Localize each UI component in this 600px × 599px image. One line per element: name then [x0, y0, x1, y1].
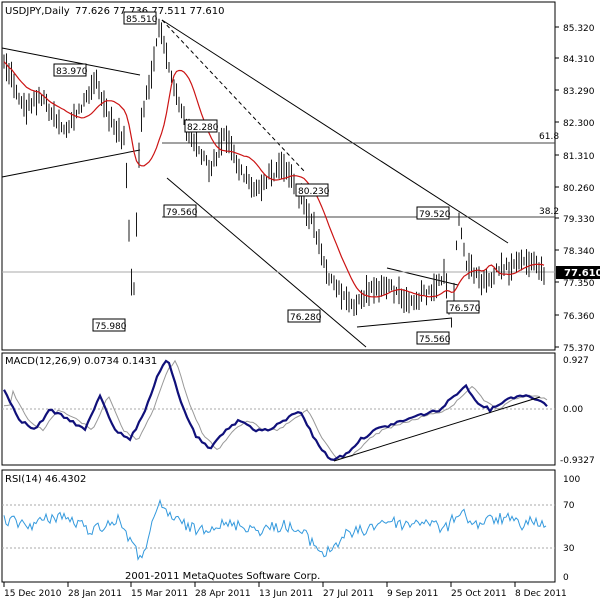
price-tick-label: 79.330: [563, 215, 595, 225]
ohlc-bars: [3, 18, 545, 328]
time-axis-label: 9 Sep 2011: [387, 589, 438, 599]
time-axis-label: 8 Dec 2011: [515, 589, 567, 599]
trendline: [161, 19, 509, 244]
svg-text:85.510: 85.510: [126, 15, 158, 25]
price-annotation: 83.970: [53, 63, 88, 77]
trendline: [166, 177, 367, 348]
trendline: [356, 317, 453, 328]
svg-text:75.560: 75.560: [419, 335, 451, 345]
copyright-text: 2001-2011 MetaQuotes Software Corp.: [125, 571, 320, 582]
svg-text:79.520: 79.520: [419, 210, 451, 220]
price-annotation: 80.230: [295, 183, 330, 197]
svg-text:76.280: 76.280: [290, 313, 322, 323]
rsi-title: RSI(14) 46.4302: [5, 474, 86, 485]
trendlines: [1, 19, 555, 348]
fib-label-618: 61.8: [539, 132, 559, 142]
price-annotation: 76.280: [287, 309, 322, 323]
svg-text:75.980: 75.980: [95, 322, 127, 332]
rsi-pane-border: [1, 469, 556, 583]
svg-text:76.570: 76.570: [449, 304, 481, 314]
time-axis: 15 Dec 2010 28 Jan 2011 15 Mar 2011 28 Apr …: [3, 582, 567, 599]
price-tick-label: 83.290: [563, 87, 595, 97]
price-tick-label: 78.340: [563, 247, 595, 257]
macd-tick-zero: 0.00: [563, 405, 583, 415]
price-tick-label: 82.300: [563, 119, 595, 129]
svg-text:80.230: 80.230: [298, 187, 330, 197]
price-annotation: 79.560: [163, 204, 198, 218]
symbol-label: USDJPY,Daily: [5, 6, 70, 17]
price-annotation: 75.980: [92, 318, 127, 332]
time-axis-label: 15 Mar 2011: [131, 589, 188, 599]
macd-pane[interactable]: MACD(12,26,9) 0.0734 0.1431 0.927 0.00 -…: [1, 352, 595, 466]
price-axis: 85.320 84.310 83.290 82.300 81.310 80.260 79.3…: [555, 24, 595, 354]
price-tick-label: 77.350: [563, 279, 595, 289]
moving-average-line: [3, 61, 545, 298]
price-tick-label: 76.360: [563, 312, 595, 322]
time-axis-label: 13 Jun 2011: [259, 589, 313, 599]
price-tick-label: 84.310: [563, 55, 595, 65]
trendline: [386, 267, 459, 286]
time-axis-label: 28 Jan 2011: [68, 589, 122, 599]
macd-trendline: [333, 396, 541, 462]
rsi-tick-100: 100: [563, 475, 580, 485]
rsi-tick-0: 0: [563, 573, 569, 583]
price-annotation: 82.280: [184, 119, 219, 133]
time-axis-label: 25 Oct 2011: [451, 589, 507, 599]
price-tick-label: 81.310: [563, 152, 595, 162]
rsi-tick-30: 30: [563, 544, 575, 554]
price-annotations: 85.510 83.970 82.280 80.230 79.560 79.520 76.2…: [53, 11, 481, 345]
price-annotation: 85.510: [123, 11, 158, 25]
time-axis-label: 15 Dec 2010: [4, 589, 62, 599]
svg-text:79.560: 79.560: [166, 208, 198, 218]
svg-text:77.610: 77.610: [564, 268, 600, 279]
time-axis-label: 28 Apr 2011: [195, 589, 251, 599]
price-tick-label: 85.320: [563, 24, 595, 34]
macd-tick-top: 0.927: [563, 356, 589, 366]
price-annotation: 79.520: [416, 206, 451, 220]
trendline: [1, 149, 141, 178]
svg-text:82.280: 82.280: [187, 123, 219, 133]
macd-title: MACD(12,26,9) 0.0734 0.1431: [5, 356, 157, 367]
main-pane[interactable]: USDJPY,Daily 77.626 77.736 77.511 77.610…: [1, 1, 600, 354]
price-annotation: 76.570: [446, 300, 481, 314]
rsi-pane[interactable]: RSI(14) 46.4302 100 70 30 0 2001-2011 Me…: [1, 469, 580, 583]
macd-signal-line: [3, 359, 548, 460]
rsi-line: [3, 498, 547, 561]
price-tick-label: 80.260: [563, 184, 595, 194]
rsi-tick-70: 70: [563, 501, 575, 511]
current-price-tag: 77.610: [556, 266, 600, 279]
svg-text:83.970: 83.970: [56, 67, 88, 77]
fib-label-382: 38.2: [539, 207, 559, 217]
trendline: [1, 47, 141, 76]
price-tick-label: 75.370: [563, 344, 595, 354]
price-annotation: 75.560: [416, 331, 451, 345]
macd-tick-bottom: -0.9327: [560, 456, 595, 466]
macd-main-line: [3, 359, 548, 461]
main-pane-border: [1, 1, 556, 351]
time-axis-label: 27 Jul 2011: [323, 589, 374, 599]
